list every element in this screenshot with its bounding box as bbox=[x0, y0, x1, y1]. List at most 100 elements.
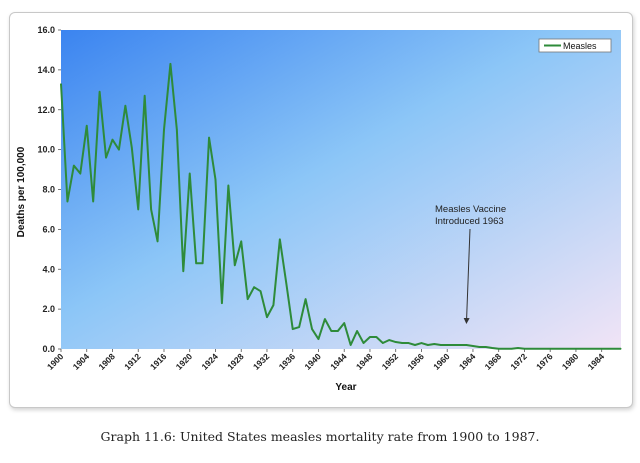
data-point bbox=[221, 302, 223, 304]
data-point bbox=[202, 262, 204, 264]
x-tick-label: 1948 bbox=[354, 351, 375, 372]
data-point bbox=[395, 341, 397, 343]
data-point bbox=[382, 342, 384, 344]
data-point bbox=[247, 298, 249, 300]
data-point bbox=[298, 326, 300, 328]
data-point bbox=[66, 200, 69, 203]
data-point bbox=[356, 330, 358, 332]
data-point bbox=[459, 344, 461, 346]
y-tick-label: 8.0 bbox=[42, 185, 55, 195]
x-tick-label: 1952 bbox=[380, 351, 401, 372]
x-tick-label: 1908 bbox=[96, 351, 117, 372]
x-tick-label: 1912 bbox=[122, 351, 143, 372]
data-point bbox=[491, 347, 493, 349]
data-point bbox=[337, 330, 339, 332]
data-point bbox=[375, 336, 378, 338]
data-point bbox=[311, 328, 313, 330]
data-point bbox=[543, 348, 545, 350]
annotation-arrow bbox=[463, 228, 471, 325]
data-point bbox=[214, 178, 217, 181]
data-point bbox=[163, 129, 165, 131]
x-tick-label: 1932 bbox=[251, 351, 272, 372]
data-point bbox=[124, 105, 126, 107]
x-tick-label: 1980 bbox=[560, 351, 581, 372]
x-tick-label: 1904 bbox=[71, 351, 92, 372]
data-point bbox=[510, 348, 513, 350]
y-tick-label: 4.0 bbox=[42, 264, 55, 274]
data-point bbox=[498, 348, 500, 350]
x-tick-label: 1940 bbox=[302, 351, 323, 372]
legend-label-measles: Measles bbox=[563, 41, 597, 51]
data-point bbox=[195, 262, 197, 264]
y-axis-title: Deaths per 100,000 bbox=[16, 146, 27, 237]
figure-caption: Graph 11.6: United States measles mortal… bbox=[100, 429, 540, 444]
data-point bbox=[208, 137, 210, 139]
data-point bbox=[99, 91, 101, 93]
data-point bbox=[556, 348, 558, 350]
data-point bbox=[568, 348, 571, 350]
data-point bbox=[485, 346, 487, 348]
data-point bbox=[530, 348, 532, 350]
legend: Measles bbox=[538, 38, 612, 53]
data-point bbox=[272, 304, 275, 306]
y-tick-label: 2.0 bbox=[42, 304, 55, 314]
x-tick-label: 1972 bbox=[508, 351, 529, 372]
data-point bbox=[118, 149, 120, 151]
data-point bbox=[131, 147, 133, 149]
data-point bbox=[350, 344, 352, 346]
data-point bbox=[292, 328, 294, 330]
data-point bbox=[523, 348, 526, 350]
data-point bbox=[304, 298, 307, 300]
x-tick-label: 1976 bbox=[534, 351, 555, 372]
data-point bbox=[105, 157, 107, 159]
data-point bbox=[440, 344, 442, 346]
x-tick-label: 1928 bbox=[225, 351, 246, 372]
data-point bbox=[453, 344, 455, 346]
data-point bbox=[73, 164, 75, 167]
x-tick-label: 1900 bbox=[45, 351, 66, 372]
data-point bbox=[169, 63, 172, 65]
y-tick-label: 14.0 bbox=[37, 65, 55, 75]
x-tick-label: 1964 bbox=[457, 351, 478, 372]
data-point bbox=[472, 345, 474, 347]
x-tick-label: 1960 bbox=[431, 351, 452, 372]
data-point bbox=[562, 348, 564, 350]
y-tick-label: 12.0 bbox=[37, 105, 55, 115]
data-point bbox=[414, 344, 416, 346]
x-tick-label: 1916 bbox=[148, 351, 169, 372]
data-point bbox=[427, 344, 429, 346]
plot-area bbox=[61, 30, 621, 349]
data-point bbox=[401, 342, 403, 344]
x-tick-label: 1920 bbox=[174, 351, 195, 372]
data-point bbox=[446, 344, 448, 346]
data-point bbox=[92, 200, 94, 203]
data-point bbox=[478, 346, 480, 348]
data-point bbox=[575, 348, 577, 350]
series-line-measles bbox=[60, 62, 621, 350]
data-point bbox=[259, 290, 262, 292]
annotation-line-2: Introduced 1963 bbox=[435, 216, 504, 227]
x-tick-label: 1968 bbox=[483, 351, 504, 372]
y-tick-label: 16.0 bbox=[37, 25, 55, 35]
data-point bbox=[588, 348, 590, 350]
data-point bbox=[285, 282, 287, 284]
data-point bbox=[465, 344, 468, 346]
data-point bbox=[343, 322, 345, 324]
data-point bbox=[388, 339, 390, 341]
data-point bbox=[266, 316, 268, 318]
data-point bbox=[234, 264, 236, 266]
data-point bbox=[581, 348, 583, 350]
x-axis-title: Year bbox=[335, 382, 356, 393]
data-point bbox=[536, 348, 538, 350]
data-point bbox=[620, 348, 622, 350]
data-point bbox=[317, 338, 320, 340]
data-point bbox=[613, 348, 616, 350]
data-point bbox=[324, 318, 326, 320]
data-point bbox=[601, 348, 603, 350]
legend-box bbox=[538, 38, 612, 53]
annotation-line-1: Measles Vaccine bbox=[435, 204, 506, 215]
data-point bbox=[150, 208, 152, 211]
data-point bbox=[189, 172, 191, 175]
x-tick-label: 1984 bbox=[586, 351, 607, 372]
